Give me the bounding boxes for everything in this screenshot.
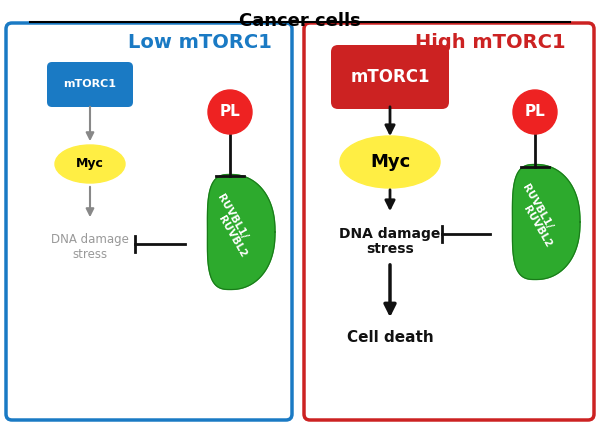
- Text: RUVBL2: RUVBL2: [216, 214, 248, 260]
- Text: Myc: Myc: [76, 158, 104, 171]
- Polygon shape: [208, 175, 275, 289]
- Text: Cancer cells: Cancer cells: [239, 12, 361, 30]
- FancyBboxPatch shape: [47, 62, 133, 107]
- Text: RUVBL1/: RUVBL1/: [520, 183, 554, 231]
- Text: mTORC1: mTORC1: [350, 68, 430, 86]
- FancyBboxPatch shape: [6, 23, 292, 420]
- Text: mTORC1: mTORC1: [64, 79, 116, 89]
- FancyBboxPatch shape: [331, 45, 449, 109]
- Text: stress: stress: [366, 242, 414, 256]
- Ellipse shape: [340, 136, 440, 188]
- Text: Cell death: Cell death: [347, 330, 433, 344]
- Text: RUVBL1/: RUVBL1/: [215, 193, 249, 241]
- Text: Myc: Myc: [370, 153, 410, 171]
- Text: Low mTORC1: Low mTORC1: [128, 32, 272, 51]
- Text: DNA damage: DNA damage: [340, 227, 440, 241]
- Circle shape: [208, 90, 252, 134]
- Text: PL: PL: [220, 105, 241, 120]
- Text: DNA damage: DNA damage: [51, 234, 129, 247]
- Ellipse shape: [55, 145, 125, 183]
- Text: stress: stress: [73, 248, 107, 260]
- Polygon shape: [512, 165, 580, 280]
- Text: PL: PL: [524, 105, 545, 120]
- FancyBboxPatch shape: [304, 23, 594, 420]
- Text: High mTORC1: High mTORC1: [415, 32, 565, 51]
- Circle shape: [513, 90, 557, 134]
- Text: RUVBL2: RUVBL2: [521, 204, 553, 250]
